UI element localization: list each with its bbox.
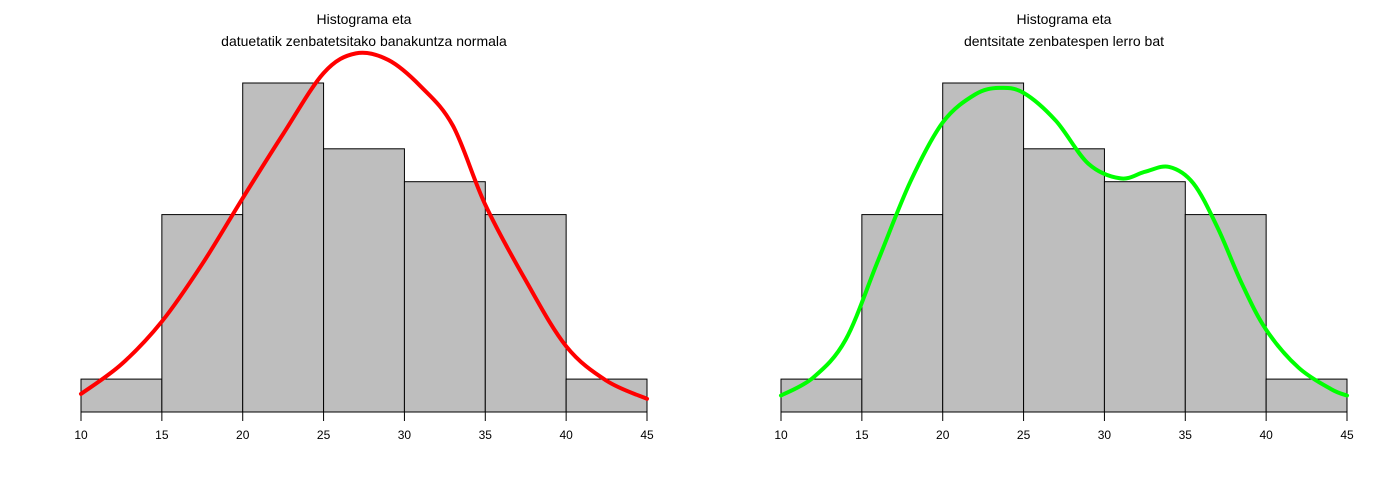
histogram-bar — [861, 214, 944, 413]
x-tick-label: 20 — [236, 428, 250, 442]
chart-title-line-2: datuetatik zenbatetsitako banakuntza nor… — [221, 33, 507, 49]
x-tick-label: 35 — [479, 428, 493, 442]
left-histogram-panel: Histograma eta datuetatik zenbatetsitako … — [74, 11, 654, 442]
x-tick-label: 30 — [1098, 428, 1112, 442]
chart-title-line-1: Histograma eta — [1017, 11, 1112, 27]
histogram-bar — [161, 214, 244, 413]
kernel-density-curve — [779, 85, 1349, 398]
x-tick-label: 30 — [398, 428, 412, 442]
chart-title-line-2: dentsitate zenbatespen lerro bat — [964, 33, 1164, 49]
histogram-bar — [1023, 148, 1105, 413]
histogram-bar — [484, 214, 567, 413]
x-tick-label: 25 — [1017, 428, 1031, 442]
x-tick-label: 40 — [1259, 428, 1273, 442]
x-tick-label: 10 — [74, 428, 88, 442]
normal-density-curve — [79, 50, 649, 401]
x-tick-label: 10 — [774, 428, 788, 442]
histogram-bar — [780, 378, 863, 413]
x-tick-label: 45 — [1340, 428, 1354, 442]
x-tick-label: 15 — [155, 428, 169, 442]
histogram-bar — [242, 82, 325, 413]
histogram-bar — [323, 148, 405, 413]
x-tick-label: 40 — [559, 428, 573, 442]
histogram-bar — [403, 181, 486, 413]
histogram-bar — [1265, 378, 1348, 413]
x-tick-label: 15 — [855, 428, 869, 442]
histogram-bar — [942, 82, 1025, 413]
x-tick-label: 25 — [317, 428, 331, 442]
x-tick-label: 35 — [1179, 428, 1193, 442]
right-histogram-panel: Histograma eta dentsitate zenbatespen ler… — [774, 11, 1354, 442]
chart-title-line-1: Histograma eta — [317, 11, 412, 27]
x-tick-label: 45 — [640, 428, 654, 442]
histogram-bar — [1103, 181, 1186, 413]
x-tick-label: 20 — [936, 428, 950, 442]
